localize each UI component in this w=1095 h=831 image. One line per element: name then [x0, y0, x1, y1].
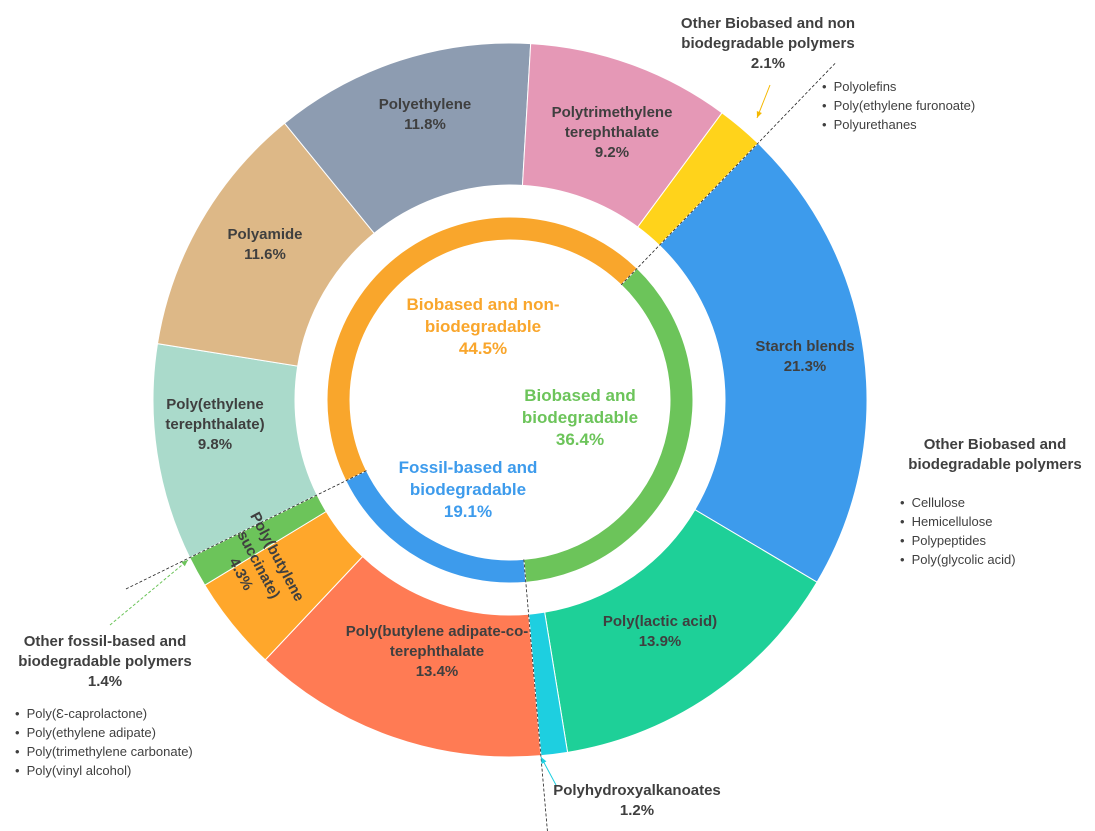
detail-item: Polyolefins	[822, 77, 975, 96]
segment-label: Poly(butylene adipate-co-terephthalate 13…	[342, 622, 532, 682]
outer-segment	[658, 142, 868, 583]
segment-label: Other Biobased and non biodegradable pol…	[661, 14, 876, 74]
segment-label: Other fossil-based and biodegradable pol…	[0, 632, 210, 692]
group-name: Biobased and non-biodegradable	[406, 295, 560, 336]
boundary-line	[523, 559, 548, 831]
boundary-line	[124, 470, 367, 591]
segment-value: 2.1%	[750, 55, 786, 72]
detail-item: Poly(vinyl alcohol)	[15, 761, 193, 780]
detail-list: Poly(Ɛ-caprolactone)Poly(ethylene adipat…	[15, 704, 193, 780]
segment-name: Other Biobased and non biodegradable pol…	[680, 15, 856, 52]
segment-name: Starch blends	[755, 338, 855, 355]
segment-value: 1.4%	[87, 673, 123, 690]
group-value: 19.1%	[443, 502, 493, 521]
segment-label: Polytrimethylene terephthalate 9.2%	[537, 103, 687, 163]
segment-label: Poly(lactic acid) 13.9%	[585, 612, 735, 652]
note-list: CelluloseHemicellulosePolypeptidesPoly(g…	[900, 493, 1016, 569]
segment-name: Polyethylene	[378, 96, 472, 113]
detail-item: Poly(Ɛ-caprolactone)	[15, 704, 193, 723]
segment-value: 13.9%	[638, 633, 682, 650]
arrow-head	[756, 111, 762, 118]
detail-item: Poly(ethylene adipate)	[15, 723, 193, 742]
note-item: Poly(glycolic acid)	[900, 550, 1016, 569]
segment-value: 11.6%	[244, 246, 286, 263]
detail-item: Poly(trimethylene carbonate)	[15, 742, 193, 761]
note-title: Other Biobased and biodegradable polymer…	[908, 436, 1082, 473]
segment-value: 13.4%	[415, 663, 459, 680]
segment-value: 11.8%	[404, 116, 446, 133]
segment-label: Polyamide 11.6%	[215, 225, 315, 265]
group-value: 36.4%	[555, 430, 605, 449]
segment-name: Poly(ethylene terephthalate)	[165, 396, 265, 433]
arrow-head	[541, 757, 547, 764]
segment-name: Poly(lactic acid)	[602, 613, 718, 630]
segment-label: Polyethylene 11.8%	[365, 95, 485, 135]
note-item: Polypeptides	[900, 531, 1016, 550]
arrow-head	[181, 560, 188, 567]
group-label: Biobased and non-biodegradable 44.5%	[401, 294, 566, 360]
segment-name: Poly(butylene adipate-co-terephthalate	[345, 623, 529, 660]
group-name: Fossil-based and biodegradable	[398, 458, 538, 499]
segment-value: 9.8%	[197, 436, 233, 453]
outer-segment	[264, 555, 542, 758]
segment-name: Polytrimethylene terephthalate	[551, 104, 673, 141]
segment-label: Starch blends 21.3%	[740, 337, 870, 377]
group-name: Biobased and biodegradable	[521, 386, 639, 427]
segment-label: Polyhydroxyalkanoates 1.2%	[532, 781, 742, 821]
note-item: Cellulose	[900, 493, 1016, 512]
boundary-line	[620, 61, 837, 286]
segment-value: 9.2%	[594, 144, 630, 161]
detail-item: Poly(ethylene furonoate)	[822, 96, 976, 115]
segment-label: Poly(ethylene terephthalate) 9.8%	[150, 395, 280, 455]
group-label: Fossil-based and biodegradable 19.1%	[393, 457, 543, 523]
segment-name: Polyhydroxyalkanoates	[553, 782, 721, 799]
pointer-arrow	[109, 559, 189, 626]
note-item: Hemicellulose	[900, 512, 1016, 531]
group-value: 44.5%	[458, 339, 508, 358]
group-label: Biobased and biodegradable 36.4%	[518, 385, 643, 451]
detail-item: Polyurethanes	[822, 115, 975, 134]
segment-name: Polyamide	[227, 226, 303, 243]
segment-name: Other fossil-based and biodegradable pol…	[18, 633, 192, 670]
segment-value: 1.2%	[619, 802, 655, 819]
segment-value: 21.3%	[783, 358, 827, 375]
detail-list: PolyolefinsPoly(ethylene furonoate)Polyu…	[822, 77, 976, 134]
